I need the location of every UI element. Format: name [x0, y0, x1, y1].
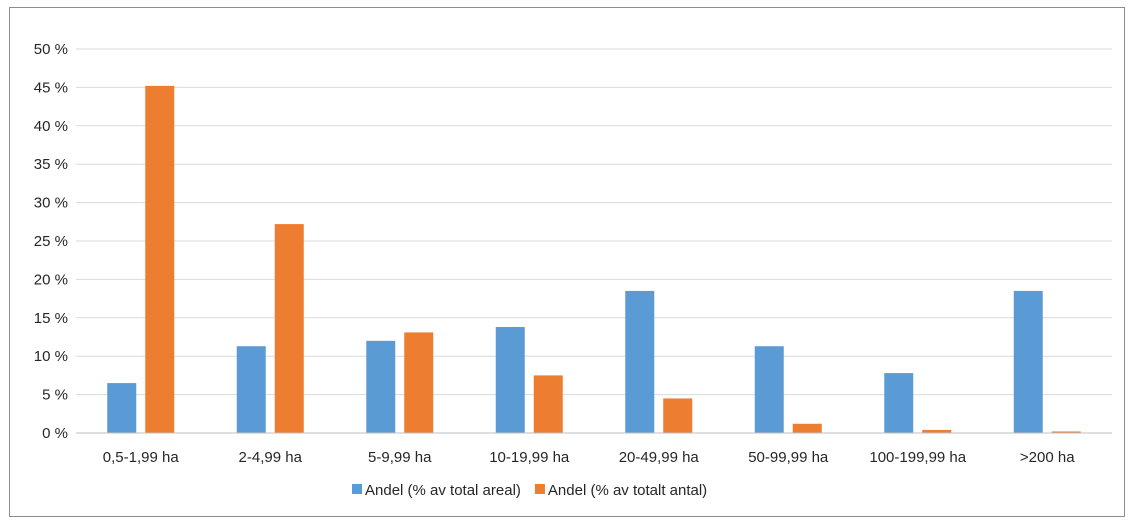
x-axis-ticks: 0,5-1,99 ha 2-4,99 ha 5-9,99 ha 10-19,99 ha…: [103, 449, 1075, 466]
bar-antal: [404, 332, 434, 433]
y-tick-label: 25 %: [34, 233, 68, 250]
y-tick-label: 45 %: [34, 79, 68, 96]
x-tick-label: 50-99,99 ha: [748, 449, 829, 466]
bar-antal: [792, 423, 822, 433]
bar-antal: [1051, 431, 1081, 433]
bar-antal: [533, 375, 563, 433]
bar-areal: [625, 290, 655, 433]
x-tick-label: 0,5-1,99 ha: [103, 449, 180, 466]
y-axis-ticks: 0 % 5 % 10 % 15 % 20 % 25 % 30 % 35 % 40 % 45 % 50…: [34, 41, 68, 442]
y-tick-label: 5 %: [42, 387, 68, 404]
bar-areal: [754, 346, 784, 433]
bar-areal: [107, 383, 137, 433]
bar-antal: [922, 429, 952, 433]
x-tick-label: 2-4,99 ha: [239, 449, 303, 466]
x-tick-label: 20-49,99 ha: [619, 449, 700, 466]
bar-areal: [495, 327, 525, 433]
y-tick-label: 20 %: [34, 271, 68, 288]
y-tick-label: 35 %: [34, 156, 68, 173]
legend-label: Andel (% av total areal): [365, 482, 521, 499]
y-tick-label: 50 %: [34, 41, 68, 58]
y-tick-label: 15 %: [34, 310, 68, 327]
x-tick-label: >200 ha: [1020, 449, 1075, 466]
gridlines: [76, 48, 1112, 396]
x-tick-label: 10-19,99 ha: [489, 449, 570, 466]
bars: [107, 85, 1081, 433]
bar-areal: [1013, 290, 1043, 433]
y-tick-label: 30 %: [34, 195, 68, 212]
bar-antal: [274, 224, 304, 433]
legend-label: Andel (% av totalt antal): [548, 482, 707, 499]
bar-antal: [663, 398, 693, 433]
bar-areal: [884, 373, 914, 433]
legend-swatch: [352, 484, 362, 494]
x-tick-label: 100-199,99 ha: [869, 449, 966, 466]
bar-antal: [145, 85, 175, 433]
legend: Andel (% av total areal) Andel (% av tota…: [352, 482, 707, 499]
y-tick-label: 0 %: [42, 425, 68, 442]
bar-areal: [366, 340, 396, 433]
legend-swatch: [534, 484, 545, 494]
bar-areal: [236, 346, 266, 433]
y-tick-label: 10 %: [34, 348, 68, 365]
x-tick-label: 5-9,99 ha: [368, 449, 432, 466]
y-tick-label: 40 %: [34, 118, 68, 135]
